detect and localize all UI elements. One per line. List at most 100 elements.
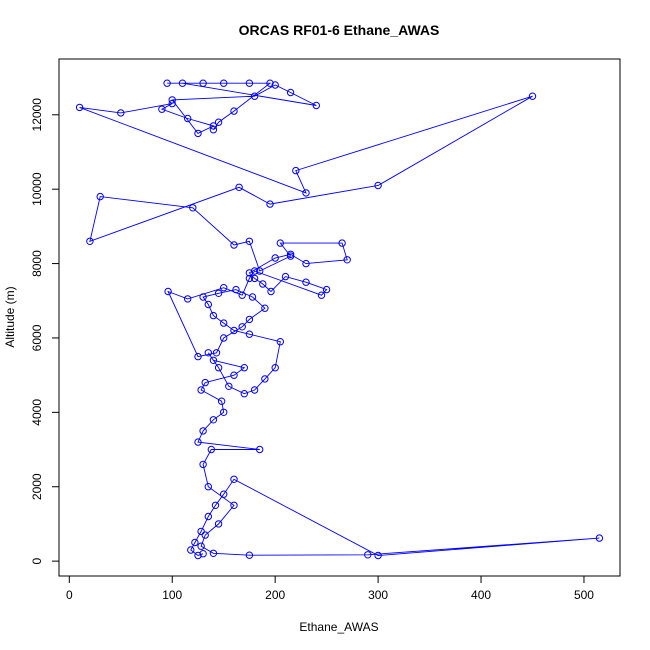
data-point <box>245 237 254 246</box>
y-tick-label: 8000 <box>30 250 44 277</box>
data-point <box>261 375 269 383</box>
data-point <box>75 103 84 112</box>
data-point <box>245 269 254 277</box>
y-tick-label: 4000 <box>30 399 44 426</box>
data-point <box>250 92 259 100</box>
data-point <box>197 527 205 536</box>
data-point <box>322 285 331 294</box>
data-point <box>194 551 202 560</box>
data-point <box>217 397 226 405</box>
data-point <box>230 501 238 509</box>
data-point <box>117 109 125 117</box>
data-point <box>168 96 176 104</box>
data-point <box>211 501 220 509</box>
data-point <box>230 107 238 115</box>
y-tick-label: 10000 <box>30 172 44 206</box>
chart-title: ORCAS RF01-6 Ethane_AWAS <box>239 22 440 38</box>
data-point <box>204 300 213 309</box>
data-point <box>201 531 209 539</box>
data-point <box>343 256 351 264</box>
data-point <box>230 326 238 335</box>
data-point <box>194 129 202 138</box>
data-point <box>240 364 249 372</box>
data-point <box>209 549 218 557</box>
data-point <box>271 81 279 89</box>
data-point <box>248 293 257 301</box>
data-point <box>302 189 310 197</box>
data-point <box>230 241 238 249</box>
y-tick-label: 2000 <box>30 473 44 500</box>
y-tick-label: 12000 <box>30 98 44 132</box>
data-point <box>197 542 205 550</box>
data-point <box>220 79 228 87</box>
data-point <box>256 445 264 454</box>
data-point <box>199 550 207 558</box>
data-point <box>178 79 187 87</box>
data-point <box>256 267 264 275</box>
data-point <box>245 79 254 87</box>
data-point <box>235 183 243 192</box>
x-tick-label: 500 <box>574 588 594 602</box>
data-point <box>281 272 290 281</box>
data-point <box>199 460 207 469</box>
data-point <box>250 274 259 283</box>
data-point <box>204 349 213 357</box>
data-point <box>267 287 275 296</box>
data-point <box>225 382 233 390</box>
plot-frame <box>58 58 621 577</box>
data-point <box>266 200 274 208</box>
data-point <box>220 490 228 498</box>
data-point <box>245 551 254 559</box>
data-point <box>199 79 207 87</box>
data-point <box>194 352 202 361</box>
data-point <box>317 291 326 299</box>
data-point <box>191 538 199 547</box>
data-point <box>96 192 104 201</box>
data-point <box>163 79 171 87</box>
y-tick-label: 0 <box>30 557 44 564</box>
data-point <box>232 285 240 294</box>
series-lines <box>79 82 600 557</box>
data-point <box>302 278 310 286</box>
data-point <box>164 287 172 296</box>
data-point <box>187 546 195 554</box>
data-point <box>230 475 238 483</box>
data-point <box>261 304 269 312</box>
data-point <box>286 252 295 260</box>
data-point <box>214 364 223 372</box>
data-point <box>338 239 346 247</box>
data-point <box>595 534 604 542</box>
x-tick-label: 0 <box>66 588 73 602</box>
data-point <box>276 338 284 346</box>
x-axis-label: Ethane_AWAS <box>299 620 378 634</box>
data-point <box>199 293 207 301</box>
data-point <box>209 126 218 134</box>
data-point <box>238 323 246 331</box>
data-point <box>245 315 254 324</box>
y-tick-label: 6000 <box>30 324 44 351</box>
data-point <box>245 330 254 338</box>
data-point <box>220 408 228 416</box>
data-point <box>197 386 205 394</box>
data-point <box>286 88 295 97</box>
data-point <box>240 390 249 398</box>
data-point <box>86 237 94 246</box>
data-point <box>214 118 223 126</box>
x-tick-label: 200 <box>265 588 285 602</box>
x-tick-label: 100 <box>162 588 182 602</box>
x-tick-label: 400 <box>471 588 491 602</box>
x-tick-label: 300 <box>368 588 388 602</box>
data-point <box>271 254 279 262</box>
data-point <box>374 551 382 560</box>
data-point <box>204 483 213 491</box>
data-point <box>184 114 192 123</box>
x-axis: 0 100 200 300 400 500 <box>66 576 594 602</box>
data-point <box>168 99 176 108</box>
data-point <box>220 319 228 327</box>
data-point <box>207 445 216 454</box>
series-points <box>75 79 604 560</box>
data-point <box>292 166 300 175</box>
data-point <box>158 105 166 113</box>
data-point <box>250 267 259 275</box>
